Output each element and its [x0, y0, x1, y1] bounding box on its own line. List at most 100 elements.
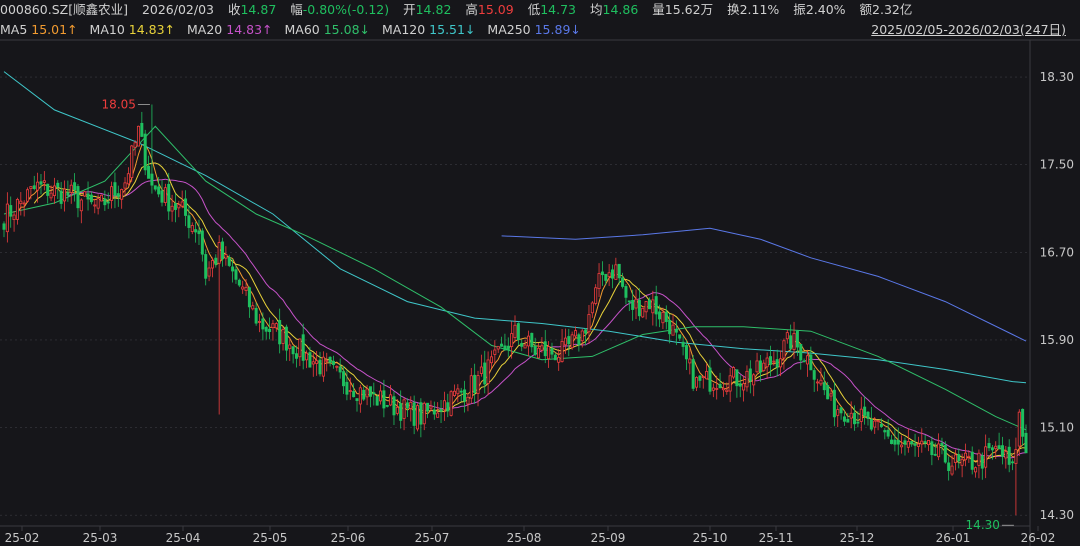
- y-axis: 14.30 15.10 15.90 16.70 17.50 18.30: [1040, 70, 1074, 522]
- candle-body: [150, 173, 154, 186]
- candle-body: [658, 311, 662, 320]
- candle-body: [268, 328, 272, 333]
- date-range-selector[interactable]: 2025/02/05-2026/02/03(247日): [871, 22, 1066, 37]
- candle-body: [489, 356, 493, 364]
- candle-body: [819, 379, 823, 385]
- candle-body: [560, 341, 564, 362]
- candle-body: [526, 335, 530, 347]
- candle-body: [960, 458, 964, 466]
- y-tick-label: 15.10: [1040, 421, 1074, 435]
- candle-body: [126, 173, 130, 185]
- candle-body: [345, 381, 349, 395]
- candle-body: [113, 182, 117, 196]
- candle-body: [967, 455, 971, 458]
- max-label: 18.05: [102, 97, 136, 111]
- ma250-legend[interactable]: MA250 15.89↓: [487, 22, 580, 37]
- candle-body: [177, 204, 181, 209]
- candle-body: [180, 201, 184, 207]
- candle-body: [251, 305, 255, 310]
- candle-body: [352, 390, 356, 398]
- candle-body: [73, 182, 77, 190]
- candle-body: [39, 181, 43, 185]
- candle-body: [661, 311, 665, 324]
- candle-body: [184, 198, 188, 216]
- candle-body: [896, 439, 900, 445]
- candle-body: [143, 133, 147, 171]
- x-tick-label: 25-09: [591, 531, 626, 545]
- candle-body: [479, 366, 483, 374]
- candle-body: [732, 367, 736, 378]
- candle-body: [974, 467, 978, 473]
- candle-body: [459, 390, 463, 393]
- ma60-label: MA60: [284, 22, 320, 37]
- candle-body: [130, 145, 134, 178]
- candle-body: [987, 443, 991, 449]
- candle-body: [953, 454, 957, 463]
- candle-body: [510, 333, 514, 347]
- candle-body: [839, 407, 843, 414]
- candle-body: [574, 330, 578, 337]
- candle-body: [254, 307, 258, 324]
- candle-body: [318, 359, 322, 375]
- candle-body: [805, 355, 809, 365]
- ma10-value: 14.83↑: [128, 22, 176, 37]
- candle-body: [604, 273, 608, 281]
- candle-body: [244, 286, 248, 292]
- candle-body: [362, 389, 366, 400]
- candle-body: [419, 402, 423, 425]
- candle-body: [940, 442, 944, 446]
- candle-body: [163, 187, 167, 203]
- candle-body: [237, 279, 241, 286]
- candle-body: [930, 441, 934, 456]
- volume-field: 量15.62万: [652, 2, 713, 17]
- candle-body: [247, 287, 251, 308]
- candle-body: [379, 390, 383, 402]
- candle-body: [261, 318, 265, 330]
- change-label: 幅: [290, 2, 303, 17]
- candle-body: [758, 360, 762, 373]
- candle-body: [281, 329, 285, 344]
- candle-body: [442, 400, 446, 411]
- candle-body: [520, 342, 524, 347]
- candle-body: [738, 383, 742, 387]
- high-label: 高: [465, 2, 478, 17]
- candle-body: [9, 205, 13, 217]
- candle-body: [224, 254, 228, 259]
- candle-body: [36, 181, 40, 191]
- candle-body: [385, 405, 389, 407]
- candle-body: [913, 443, 917, 446]
- candle-body: [395, 406, 399, 414]
- ma10-legend[interactable]: MA10 14.83↑: [90, 22, 176, 37]
- close-label: 收: [227, 2, 241, 17]
- candle-body: [234, 269, 238, 280]
- ma120-legend[interactable]: MA120 15.51↓: [382, 22, 475, 37]
- candle-body: [664, 311, 668, 322]
- candle-body: [291, 346, 295, 355]
- candle-body: [842, 416, 846, 422]
- candle-body: [157, 186, 161, 195]
- candle-body: [274, 323, 278, 329]
- candle-body: [994, 445, 998, 450]
- candle-body: [637, 299, 641, 317]
- x-tick-label: 25-03: [83, 531, 118, 545]
- ma20-legend[interactable]: MA20 14.83↑: [187, 22, 273, 37]
- candle-body: [116, 193, 120, 197]
- ma5-legend[interactable]: MA5 15.01↑: [0, 22, 78, 37]
- x-tick-label: 26-02: [1021, 531, 1056, 545]
- candle-body: [120, 189, 124, 200]
- candle-body: [893, 439, 897, 445]
- candle-body: [782, 340, 786, 359]
- candle-body: [136, 125, 140, 147]
- candle-body: [483, 362, 487, 385]
- candle-body: [416, 405, 420, 430]
- ma120-line: [3, 71, 1027, 384]
- y-tick-label: 18.30: [1040, 70, 1074, 84]
- avg-field: 均14.86: [590, 2, 638, 17]
- candle-body: [624, 286, 628, 298]
- candle-body: [26, 189, 30, 202]
- ma60-legend[interactable]: MA60 15.08↓: [285, 22, 371, 37]
- candle-body: [426, 402, 430, 412]
- candle-body: [1017, 411, 1021, 447]
- symbol-name[interactable]: 000860.SZ[顺鑫农业]: [0, 2, 128, 17]
